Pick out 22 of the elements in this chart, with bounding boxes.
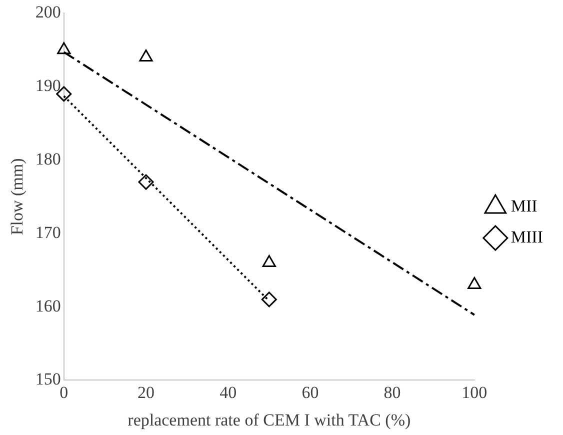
y-tick-label: 200 [35,2,61,22]
y-tick-label: 150 [35,370,61,389]
y-tick-label: 160 [35,296,61,316]
point [139,49,153,62]
point [262,255,276,268]
x-tick-label: 0 [60,382,68,402]
legend-label: MIII [510,227,544,246]
point [468,277,482,290]
point [57,42,71,54]
y-tick-label: 190 [35,76,61,96]
x-tick-label: 40 [220,382,237,402]
y-tick-label: 170 [35,222,61,242]
y-axis-title: Flow (mm) [8,158,27,236]
x-tick-label: 100 [462,382,488,402]
point [138,174,154,190]
legend-label: MII [510,196,538,216]
x-axis-title: replacement rate of CEM I with TAC (%) [128,410,411,430]
point [261,292,277,308]
x-tick-label: 80 [384,382,401,402]
x-tick-label: 60 [302,382,319,402]
y-tick-label: 180 [35,149,61,168]
x-tick-label: 20 [138,382,154,402]
